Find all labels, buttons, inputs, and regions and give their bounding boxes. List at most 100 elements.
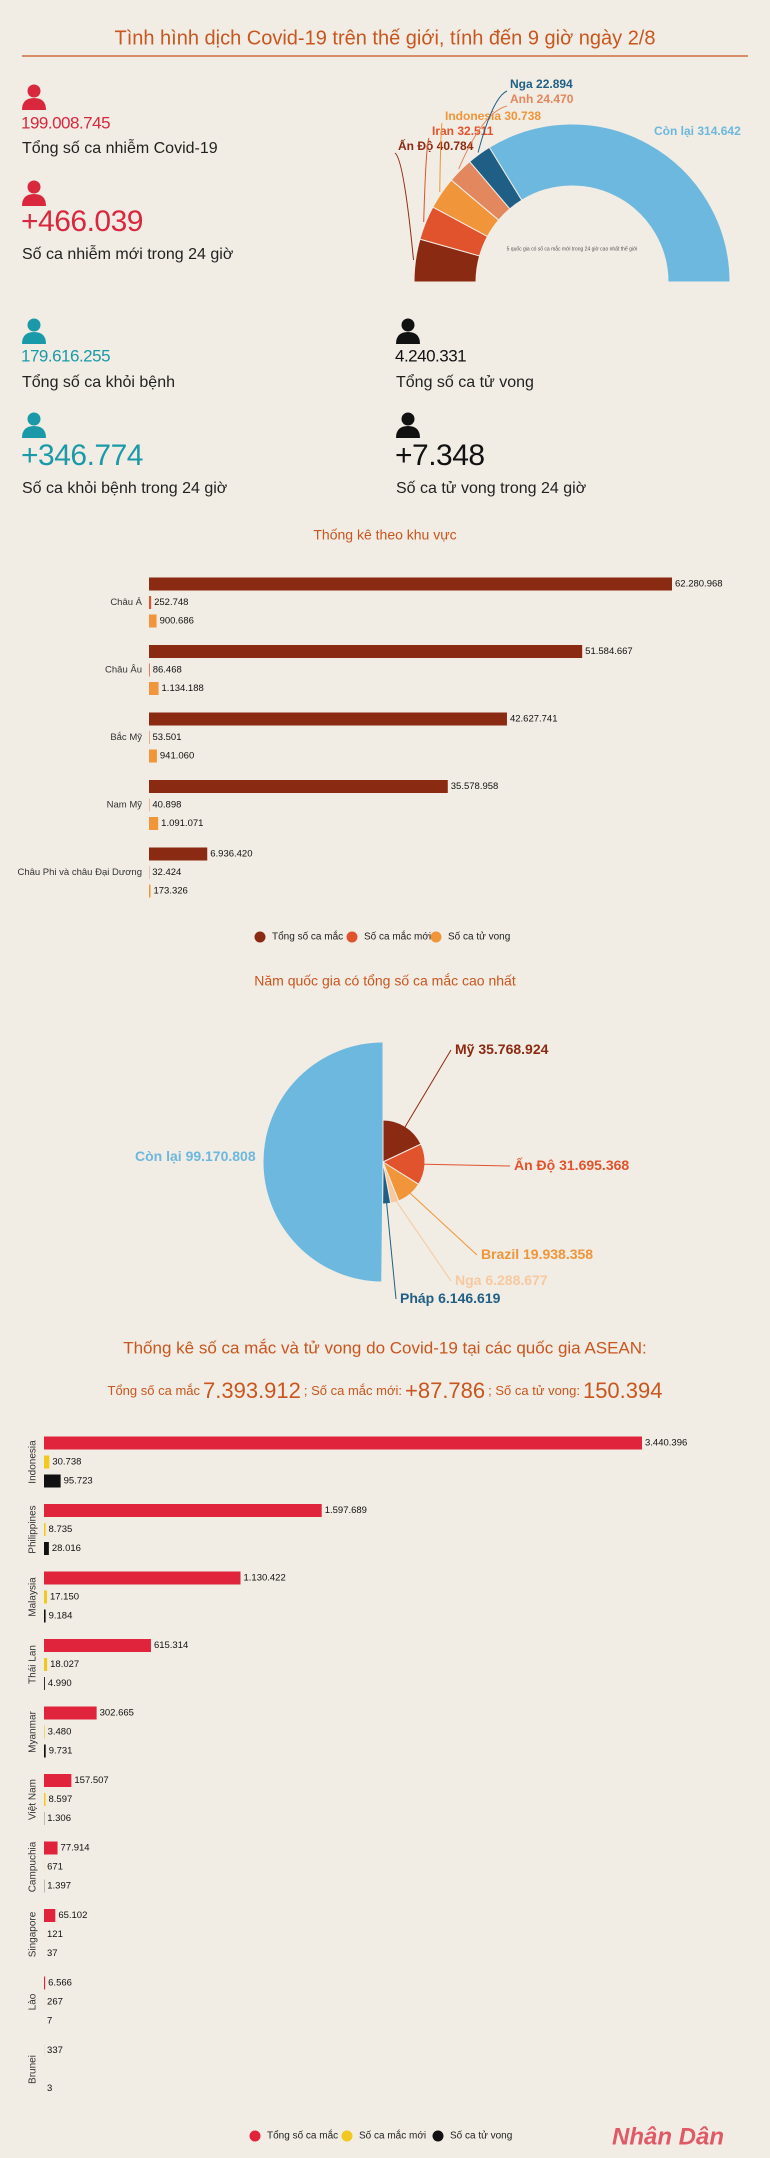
person-icon: [22, 180, 46, 206]
slice-value: 314.642: [697, 124, 741, 138]
category-label: Châu Phi và châu Đại Dương: [17, 867, 142, 878]
bar: [149, 749, 157, 763]
slice-category: Nga: [510, 77, 533, 91]
summary-label: Tổng số ca mắc: [108, 1383, 201, 1398]
bar: [44, 1909, 56, 1922]
slice-category: Iran: [432, 124, 454, 138]
chart-title: Thống kê số ca mắc và tử vong do Covid-1…: [123, 1338, 647, 1357]
value-label: 37: [47, 1948, 58, 1959]
slice-category: Brazil: [481, 1246, 519, 1262]
slice-label: Ấn Độ 31.695.368: [514, 1157, 629, 1173]
slice-value: 32.511: [457, 124, 493, 138]
value-label: 35.578.958: [451, 781, 499, 792]
bar: [149, 682, 159, 695]
bar: [44, 1976, 46, 1990]
slice-label: Iran 32.511: [432, 124, 494, 138]
legend-label: Tổng số ca mắc: [267, 2129, 338, 2142]
value-label: 51.584.667: [585, 646, 633, 657]
value-label: 9.731: [49, 1746, 73, 1757]
slice-label: Pháp 6.146.619: [400, 1290, 501, 1306]
value-label: 53.501: [152, 732, 181, 743]
legend-swatch: [432, 2130, 444, 2142]
category-label: Philippines: [28, 1505, 39, 1553]
slice-value: 40.784: [437, 139, 474, 153]
value-label: 3.480: [48, 1727, 72, 1738]
value-label: 40.898: [152, 800, 181, 811]
value-label: 86.468: [153, 665, 182, 676]
leader-line: [385, 1197, 397, 1300]
slice-value: 19.938.358: [523, 1246, 593, 1262]
legend-label: Số ca tử vong: [448, 931, 510, 943]
slice-label: Indonesia 30.738: [445, 109, 541, 123]
leader-line: [477, 90, 508, 153]
category-label: Indonesia: [28, 1440, 39, 1484]
bar: [44, 1841, 58, 1855]
icon-body: [396, 332, 420, 344]
value-label: 7: [47, 2016, 52, 2027]
icon-body: [22, 426, 46, 438]
icon-body: [22, 98, 46, 110]
bar: [44, 1542, 49, 1555]
value-label: 337: [47, 2045, 63, 2056]
value-label: 941.060: [160, 751, 194, 762]
slice-value: 99.170.808: [186, 1148, 256, 1164]
legend-label: Số ca mắc mới: [359, 2129, 426, 2142]
icon-body: [396, 426, 420, 438]
icon-head: [27, 180, 41, 194]
value-label: 252.748: [154, 597, 188, 608]
summary-label: ; Số ca mắc mới:: [304, 1383, 402, 1398]
bar: [44, 1658, 48, 1671]
bar: [149, 847, 208, 861]
slice-category: Ấn Độ: [514, 1157, 555, 1173]
category-label: Myanmar: [28, 1710, 39, 1752]
slice-label: Brazil 19.938.358: [481, 1246, 593, 1262]
bar: [149, 780, 448, 793]
bar: [44, 1677, 45, 1690]
slice-category: Indonesia: [445, 109, 501, 123]
value-label: 6.936.420: [210, 849, 252, 860]
stat-label: Tổng số ca tử vong: [396, 373, 534, 391]
value-label: 32.424: [152, 867, 181, 878]
bar: [44, 1474, 61, 1488]
slice-label: Mỹ 35.768.924: [455, 1041, 549, 1057]
bar: [44, 1744, 46, 1758]
bar: [149, 663, 150, 677]
bar: [44, 1504, 322, 1517]
slice-value: 22.894: [536, 77, 573, 91]
slice-category: Còn lại: [135, 1148, 182, 1164]
value-label: 1.130.422: [243, 1573, 285, 1584]
value-label: 157.507: [74, 1775, 108, 1786]
page-title: Tình hình dịch Covid-19 trên thế giới, t…: [114, 27, 655, 49]
category-label: Bắc Mỹ: [110, 732, 142, 743]
icon-head: [401, 412, 415, 426]
slice-category: Ấn Độ: [398, 138, 433, 153]
value-label: 1.134.188: [162, 683, 204, 694]
bar: [149, 817, 159, 830]
legend-label: Số ca mắc mới: [364, 930, 431, 943]
value-label: 121: [47, 1929, 63, 1940]
value-label: 77.914: [61, 1843, 90, 1854]
slice-category: Nga: [455, 1272, 482, 1288]
summary-value: +87.786: [405, 1378, 485, 1403]
chart-summary: Tổng số ca mắc 7.393.912; Số ca mắc mới: +…: [108, 1378, 663, 1403]
slice-category: Còn lại: [654, 124, 694, 138]
category-label: Malaysia: [28, 1577, 39, 1617]
stat-value: +466.039: [21, 205, 143, 238]
legend-swatch: [254, 931, 266, 943]
logo: Nhân Dân: [612, 2123, 724, 2150]
value-label: 8.735: [49, 1524, 73, 1535]
slice-value: 31.695.368: [559, 1157, 629, 1173]
category-label: Brunei: [28, 2055, 39, 2084]
chart-title: Thống kê theo khu vực: [313, 527, 456, 543]
value-label: 1.091.071: [161, 818, 203, 829]
bar: [149, 645, 583, 658]
bar: [44, 1725, 45, 1739]
category-label: Thái Lan: [28, 1645, 39, 1684]
value-label: 8.597: [48, 1794, 72, 1805]
value-label: 6.566: [48, 1978, 72, 1989]
value-label: 4.990: [48, 1678, 72, 1689]
value-label: 3: [47, 2083, 52, 2094]
slice-value: 24.470: [537, 92, 574, 106]
